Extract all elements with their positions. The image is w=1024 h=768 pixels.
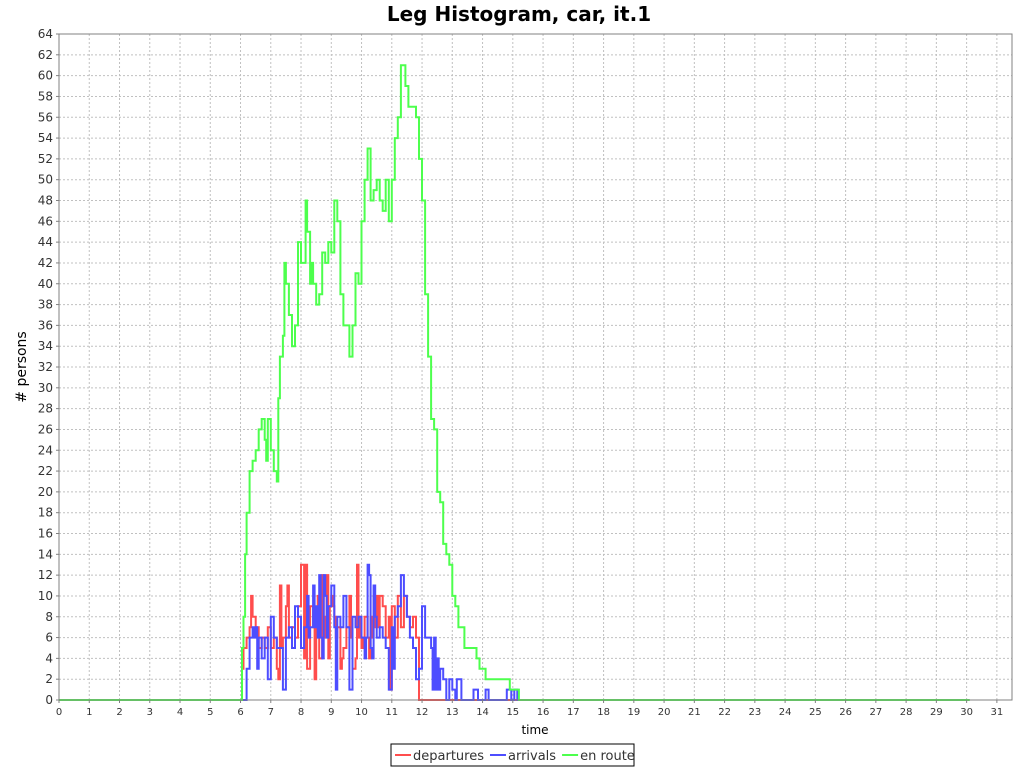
y-tick-label: 50 <box>38 173 53 187</box>
x-tick-label: 2 <box>116 707 122 718</box>
y-tick-label: 28 <box>38 402 53 416</box>
legend: departures arrivals en route <box>390 743 635 767</box>
y-tick-label: 6 <box>45 631 53 645</box>
x-tick-label: 26 <box>839 707 852 718</box>
x-tick-label: 30 <box>960 707 973 718</box>
y-tick-label: 24 <box>38 443 53 457</box>
x-tick-label: 13 <box>446 707 459 718</box>
y-axis-label: # persons <box>14 331 30 402</box>
x-tick-label: 31 <box>991 707 1004 718</box>
legend-label-en-route: en route <box>580 749 635 764</box>
x-tick-label: 12 <box>416 707 429 718</box>
x-tick-label: 27 <box>869 707 882 718</box>
chart-title: Leg Histogram, car, it.1 <box>387 2 651 26</box>
x-tick-label: 22 <box>718 707 731 718</box>
x-tick-label: 25 <box>809 707 822 718</box>
y-tick-label: 12 <box>38 568 53 582</box>
legend-label-departures: departures <box>413 749 484 764</box>
y-tick-label: 46 <box>38 214 53 228</box>
legend-box <box>390 743 635 767</box>
x-tick-label: 21 <box>688 707 701 718</box>
x-tick-label: 19 <box>627 707 640 718</box>
x-tick-label: 6 <box>237 707 243 718</box>
y-tick-label: 0 <box>45 693 53 707</box>
y-tick-label: 14 <box>38 547 53 561</box>
x-tick-label: 7 <box>268 707 274 718</box>
y-tick-label: 20 <box>38 485 53 499</box>
x-tick-label: 20 <box>658 707 671 718</box>
y-tick-label: 22 <box>38 464 53 478</box>
x-tick-label: 24 <box>779 707 792 718</box>
y-tick-label: 16 <box>38 527 53 541</box>
y-tick-label: 44 <box>38 235 53 249</box>
y-tick-label: 2 <box>45 672 53 686</box>
x-tick-label: 3 <box>147 707 153 718</box>
x-tick-label: 15 <box>506 707 519 718</box>
x-tick-label: 0 <box>56 707 62 718</box>
y-tick-label: 38 <box>38 298 53 312</box>
legend-label-arrivals: arrivals <box>508 749 556 764</box>
x-tick-label: 17 <box>567 707 580 718</box>
y-tick-label: 54 <box>38 131 53 145</box>
y-tick-label: 58 <box>38 89 53 103</box>
series-line-en-route <box>59 64 970 701</box>
y-tick-label: 64 <box>38 27 53 41</box>
x-tick-label: 1 <box>86 707 92 718</box>
x-tick-label: 28 <box>900 707 913 718</box>
x-axis-label: time <box>521 723 548 737</box>
x-tick-label: 18 <box>597 707 610 718</box>
y-tick-label: 48 <box>38 194 53 208</box>
y-tick-label: 52 <box>38 152 53 166</box>
y-tick-label: 60 <box>38 69 53 83</box>
x-tick-label: 29 <box>930 707 943 718</box>
y-tick-label: 32 <box>38 360 53 374</box>
y-tick-label: 18 <box>38 506 53 520</box>
y-tick-label: 56 <box>38 110 53 124</box>
y-tick-label: 36 <box>38 318 53 332</box>
x-tick-label: 11 <box>385 707 398 718</box>
y-tick-label: 26 <box>38 422 53 436</box>
x-tick-label: 5 <box>207 707 213 718</box>
x-tick-label: 9 <box>328 707 334 718</box>
x-tick-label: 23 <box>748 707 761 718</box>
x-tick-label: 8 <box>298 707 304 718</box>
y-tick-label: 40 <box>38 277 53 291</box>
plot-area: 0246810121416182022242628303234363840424… <box>38 27 1013 718</box>
x-tick-label: 14 <box>476 707 489 718</box>
y-tick-label: 4 <box>45 651 53 665</box>
series-line-arrivals <box>59 563 970 701</box>
x-tick-label: 10 <box>355 707 368 718</box>
y-tick-label: 8 <box>45 610 53 624</box>
y-tick-label: 10 <box>38 589 53 603</box>
y-tick-label: 42 <box>38 256 53 270</box>
x-tick-label: 16 <box>537 707 550 718</box>
y-tick-label: 30 <box>38 381 53 395</box>
y-tick-label: 62 <box>38 48 53 62</box>
y-tick-label: 34 <box>38 339 53 353</box>
x-tick-label: 4 <box>177 707 183 718</box>
